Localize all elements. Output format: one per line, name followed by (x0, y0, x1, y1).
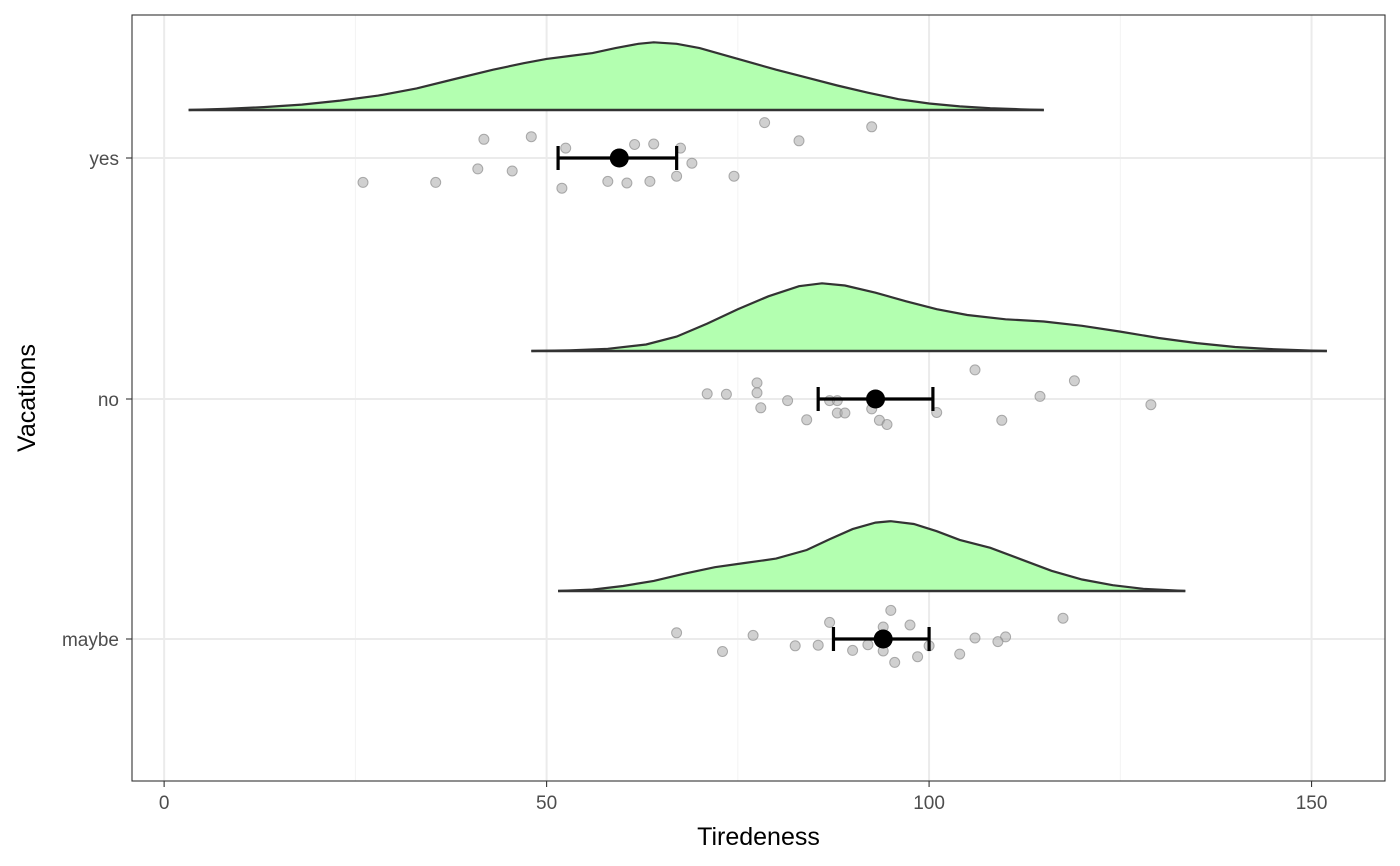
data-point-maybe (912, 651, 924, 663)
data-point-no (1145, 399, 1157, 411)
x-tick-label: 150 (1296, 793, 1328, 814)
x-axis: 0 50 100 150 (159, 781, 1328, 814)
data-point-yes (525, 131, 537, 143)
data-point-no (701, 388, 713, 400)
data-point-yes (686, 157, 698, 169)
data-point-maybe (889, 656, 901, 668)
data-point-maybe (789, 640, 801, 652)
data-point-no (720, 388, 732, 400)
points-layer (357, 117, 1157, 668)
density-layer (188, 41, 1327, 593)
y-tick-label-yes: yes (89, 149, 119, 170)
data-point-yes (357, 176, 369, 188)
data-point-no (996, 414, 1008, 426)
data-point-no (782, 395, 794, 407)
x-tick-label: 50 (536, 793, 557, 814)
data-point-yes (629, 139, 641, 150)
y-axis-title: Vacations (13, 344, 41, 452)
data-point-no (969, 364, 981, 376)
density-fill-no (531, 283, 1327, 351)
data-point-yes (866, 121, 878, 133)
data-point-maybe (812, 639, 824, 651)
density-fill-yes (188, 42, 1044, 110)
data-point-yes (759, 117, 771, 129)
data-point-no (1068, 375, 1080, 387)
x-tick-label: 100 (913, 793, 945, 814)
data-point-yes (556, 182, 568, 194)
data-point-maybe (885, 604, 897, 616)
data-point-maybe (862, 639, 874, 651)
data-point-maybe (904, 619, 916, 631)
data-point-no (755, 402, 767, 414)
data-point-no (801, 414, 813, 426)
data-point-yes (671, 170, 683, 182)
density-curve-no (531, 282, 1327, 353)
summary-layer (556, 146, 935, 651)
density-curve-yes (188, 41, 1044, 112)
mean-point-no (866, 389, 886, 409)
data-point-maybe (954, 648, 966, 660)
data-point-maybe (671, 627, 683, 639)
data-point-yes (478, 133, 490, 145)
data-point-yes (793, 135, 805, 147)
y-axis: yes no maybe (62, 149, 132, 651)
data-point-maybe (717, 646, 728, 657)
data-point-yes (648, 138, 660, 150)
density-fill-maybe (558, 521, 1186, 591)
data-point-yes (430, 176, 442, 188)
data-point-yes (560, 142, 572, 154)
panel-border (131, 14, 1386, 782)
data-point-maybe (747, 629, 759, 641)
mean-point-maybe (873, 629, 893, 649)
y-tick-label-no: no (98, 390, 119, 411)
x-tick-label: 0 (159, 793, 170, 814)
data-point-no (751, 377, 763, 389)
x-axis-title: Tiredeness (697, 823, 820, 851)
data-point-maybe (847, 644, 859, 656)
data-point-no (1034, 390, 1046, 402)
density-curve-maybe (558, 520, 1186, 593)
data-point-no (881, 419, 893, 430)
mean-point-yes (609, 148, 629, 168)
data-point-yes (506, 165, 518, 177)
data-point-maybe (824, 616, 836, 628)
data-point-maybe (1057, 612, 1069, 624)
y-tick-label-maybe: maybe (62, 630, 119, 651)
data-point-no (751, 387, 763, 399)
data-point-yes (472, 163, 484, 175)
data-point-maybe (969, 632, 981, 644)
data-point-yes (621, 177, 633, 189)
data-point-yes (602, 175, 614, 187)
data-point-yes (644, 175, 656, 187)
data-point-yes (728, 170, 740, 182)
data-point-no (839, 407, 851, 419)
data-point-maybe (992, 636, 1004, 648)
